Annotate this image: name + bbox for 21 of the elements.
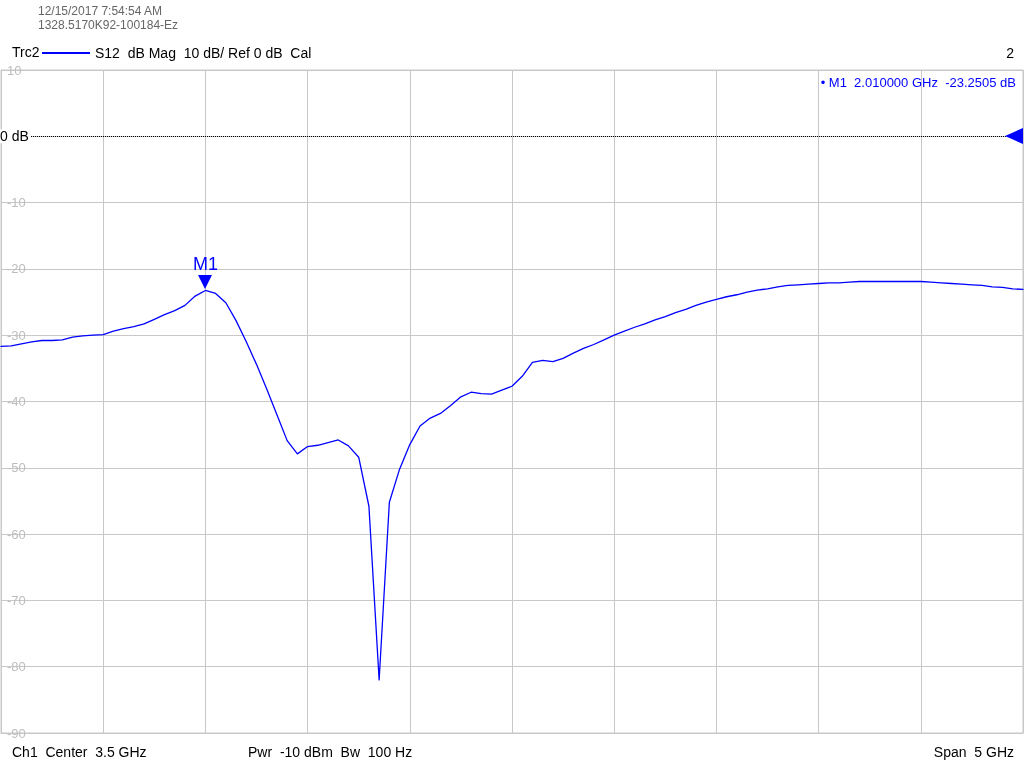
y-tick-label: -90 xyxy=(7,725,26,741)
text: Ch1 Center 3.5 GHz xyxy=(12,744,147,760)
y-tick-label: -20 xyxy=(7,261,26,277)
y-tick-label: -70 xyxy=(7,592,26,608)
annotation: • M1 2.010000 GHz -23.2505 dB xyxy=(820,75,1017,90)
y-tick-label: -10 xyxy=(7,195,26,211)
chart-title: Trc2 xyxy=(12,44,40,60)
text: Span 5 GHz xyxy=(933,744,1014,760)
y-tick-label: -60 xyxy=(7,526,26,542)
text: 2 xyxy=(1006,45,1015,61)
y-tick-label: 10 xyxy=(7,62,22,78)
y-tick-label: -80 xyxy=(7,659,26,675)
y-tick-label: -40 xyxy=(7,394,26,409)
annotation: M1 xyxy=(192,254,218,275)
text: 1328.5170K92-100184-Ez xyxy=(38,18,179,32)
text: Pwr -10 dBm Bw 100 Hz xyxy=(248,744,413,760)
legend-label: S12 dB Mag 10 dB/ Ref 0 dB Cal xyxy=(95,45,312,61)
text: 12/15/2017 7:54:54 AM xyxy=(38,4,163,18)
y-tick-label: -30 xyxy=(7,327,26,343)
ref-line-label: 0 dB xyxy=(0,128,29,145)
y-tick-label: -50 xyxy=(7,460,26,476)
